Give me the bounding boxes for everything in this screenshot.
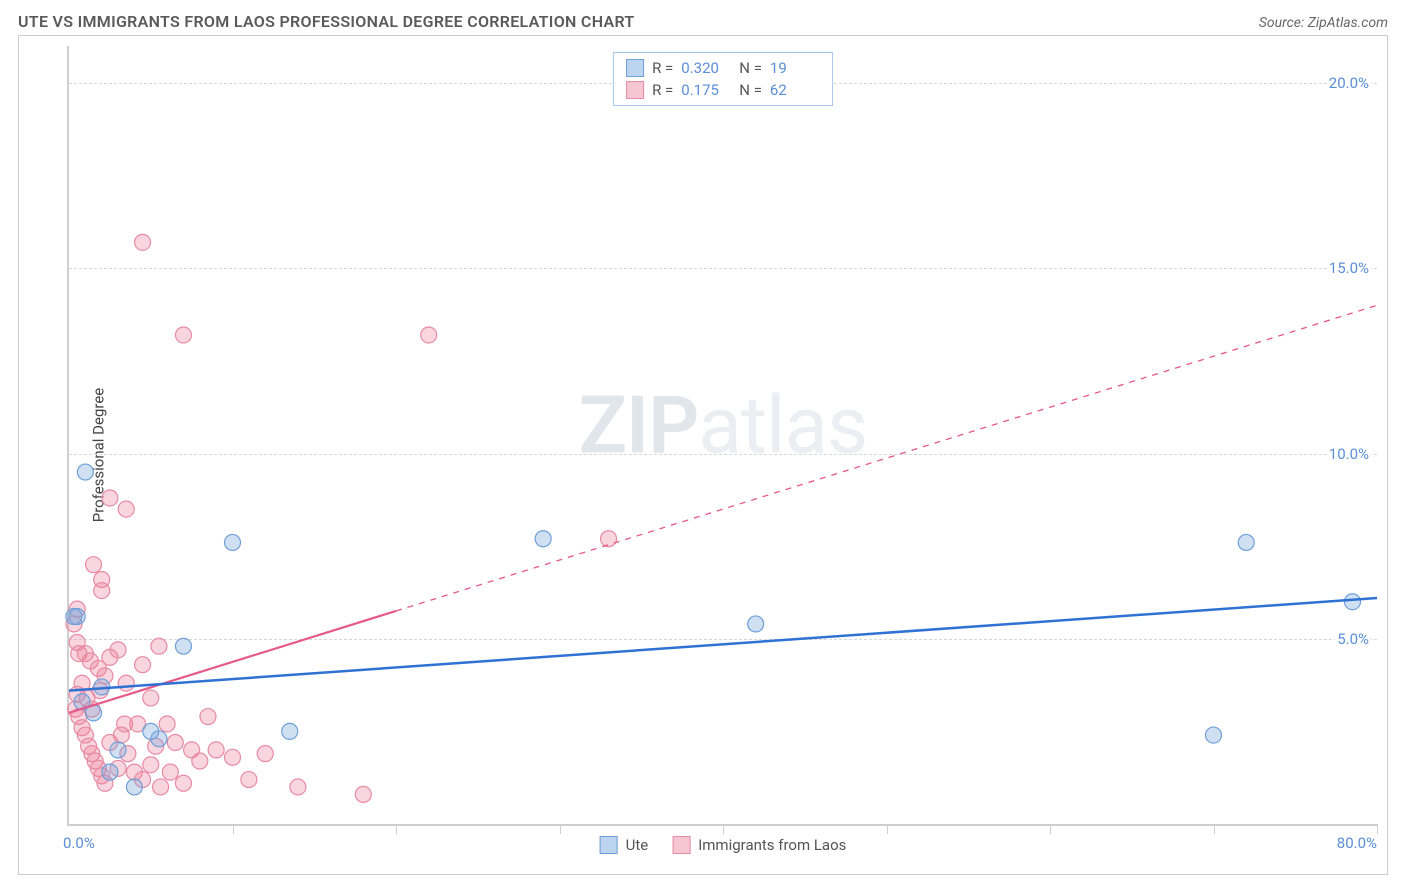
x-tick [560, 824, 561, 834]
scatter-point-ute [66, 609, 82, 625]
scatter-point-laos [225, 749, 241, 765]
x-tick [1050, 824, 1051, 834]
scatter-point-laos [135, 657, 151, 673]
scatter-point-laos [192, 753, 208, 769]
scatter-point-laos [86, 557, 102, 573]
x-tick [233, 824, 234, 834]
x-tick [887, 824, 888, 834]
legend-item-ute: Ute [600, 836, 649, 854]
scatter-point-laos [355, 786, 371, 802]
scatter-point-laos [421, 327, 437, 343]
scatter-point-laos [175, 327, 191, 343]
scatter-point-ute [102, 764, 118, 780]
swatch-laos [672, 836, 690, 854]
scatter-point-ute [282, 723, 298, 739]
scatter-point-laos [135, 234, 151, 250]
x-origin-label: 0.0% [63, 834, 95, 852]
legend-label-ute: Ute [626, 836, 649, 854]
x-tick [723, 824, 724, 834]
scatter-point-laos [118, 501, 134, 517]
scatter-point-laos [151, 638, 167, 654]
scatter-point-ute [535, 531, 551, 547]
scatter-point-ute [126, 779, 142, 795]
regression-line-laos [69, 611, 396, 713]
regression-line-laos-dashed [396, 305, 1377, 611]
scatter-point-laos [167, 734, 183, 750]
scatter-point-laos [241, 772, 257, 788]
scatter-point-laos [175, 775, 191, 791]
chart-title: UTE VS IMMIGRANTS FROM LAOS PROFESSIONAL… [18, 12, 635, 31]
scatter-point-ute [1238, 534, 1254, 550]
scatter-point-laos [94, 583, 110, 599]
scatter-point-ute [110, 742, 126, 758]
scatter-point-laos [153, 779, 169, 795]
scatter-point-laos [601, 531, 617, 547]
source-prefix: Source: [1259, 15, 1308, 31]
scatter-point-laos [110, 642, 126, 658]
scatter-point-laos [143, 757, 159, 773]
plot-area: ZIPatlas 5.0%10.0%15.0%20.0% R = 0.320 N… [67, 46, 1377, 826]
series-legend: Ute Immigrants from Laos [600, 836, 847, 854]
scatter-point-laos [162, 764, 178, 780]
scatter-point-laos [159, 716, 175, 732]
scatter-svg [69, 46, 1377, 824]
header-row: UTE VS IMMIGRANTS FROM LAOS PROFESSIONAL… [18, 12, 1388, 31]
scatter-point-laos [143, 690, 159, 706]
chart-container: UTE VS IMMIGRANTS FROM LAOS PROFESSIONAL… [0, 0, 1406, 892]
scatter-point-laos [118, 675, 134, 691]
scatter-point-laos [290, 779, 306, 795]
chart-frame: Professional Degree ZIPatlas 5.0%10.0%15… [18, 35, 1388, 875]
legend-label-laos: Immigrants from Laos [698, 836, 846, 854]
regression-line-ute [69, 598, 1377, 691]
scatter-point-ute [77, 464, 93, 480]
scatter-point-ute [175, 638, 191, 654]
x-max-label: 80.0% [1337, 834, 1377, 852]
x-tick [1214, 824, 1215, 834]
scatter-point-laos [102, 490, 118, 506]
scatter-point-ute [748, 616, 764, 632]
legend-item-laos: Immigrants from Laos [672, 836, 846, 854]
swatch-ute [600, 836, 618, 854]
scatter-point-ute [143, 723, 159, 739]
scatter-point-laos [257, 746, 273, 762]
scatter-point-ute [1344, 594, 1360, 610]
scatter-point-ute [1206, 727, 1222, 743]
scatter-point-laos [200, 709, 216, 725]
scatter-point-ute [225, 534, 241, 550]
source-attribution: Source: ZipAtlas.com [1259, 15, 1388, 31]
x-tick [1377, 824, 1378, 834]
x-tick [396, 824, 397, 834]
scatter-point-laos [208, 742, 224, 758]
source-name: ZipAtlas.com [1308, 15, 1388, 31]
